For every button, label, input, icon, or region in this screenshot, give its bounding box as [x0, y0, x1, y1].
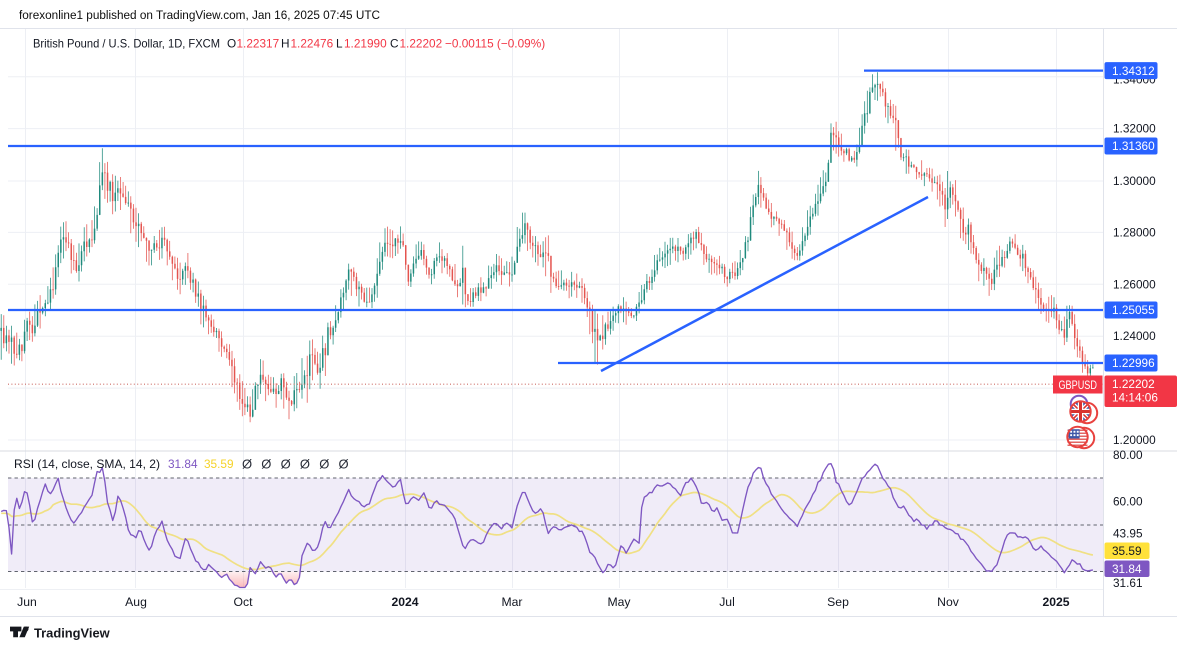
- svg-text:31.84: 31.84: [168, 457, 198, 471]
- svg-text:forexonline1 published on Trad: forexonline1 published on TradingView.co…: [19, 8, 380, 22]
- svg-text:C: C: [390, 37, 399, 51]
- svg-text:1.31360: 1.31360: [1112, 139, 1155, 153]
- svg-text:Sep: Sep: [827, 595, 849, 609]
- svg-text:2025: 2025: [1042, 595, 1069, 609]
- svg-text:British Pound / U.S. Dollar, 1: British Pound / U.S. Dollar, 1D, FXCM: [33, 37, 220, 51]
- svg-text:1.20000: 1.20000: [1113, 433, 1156, 447]
- svg-text:1.22202: 1.22202: [400, 37, 443, 51]
- svg-text:1.21990: 1.21990: [344, 37, 387, 51]
- svg-text:2024: 2024: [391, 595, 418, 609]
- svg-text:35.59: 35.59: [204, 457, 234, 471]
- svg-text:Mar: Mar: [502, 595, 523, 609]
- svg-text:GBPUSD: GBPUSD: [1058, 378, 1097, 392]
- svg-text:35.59: 35.59: [1112, 544, 1142, 558]
- svg-text:1.24000: 1.24000: [1113, 329, 1156, 343]
- svg-text:1.22996: 1.22996: [1112, 356, 1155, 370]
- svg-text:43.95: 43.95: [1113, 526, 1143, 540]
- svg-text:1.25055: 1.25055: [1112, 303, 1155, 317]
- svg-text:Jul: Jul: [719, 595, 735, 609]
- svg-text:Aug: Aug: [125, 595, 147, 609]
- svg-text:1.32000: 1.32000: [1113, 122, 1156, 136]
- svg-text:−0.00115 (−0.09%): −0.00115 (−0.09%): [445, 37, 545, 51]
- svg-text:14:14:06: 14:14:06: [1112, 391, 1158, 405]
- svg-text:1.22202: 1.22202: [1112, 377, 1155, 391]
- svg-text:1.30000: 1.30000: [1113, 174, 1156, 188]
- svg-text:31.61: 31.61: [1113, 576, 1143, 590]
- svg-text:1.34312: 1.34312: [1112, 64, 1155, 78]
- svg-text:Jun: Jun: [17, 595, 37, 609]
- svg-text:1.26000: 1.26000: [1113, 277, 1156, 291]
- svg-text:1.28000: 1.28000: [1113, 225, 1156, 239]
- svg-text:H: H: [281, 37, 290, 51]
- svg-text:May: May: [607, 595, 631, 609]
- svg-text:80.00: 80.00: [1113, 448, 1143, 462]
- svg-text:O: O: [227, 37, 236, 51]
- svg-text:31.84: 31.84: [1112, 562, 1142, 576]
- svg-text:ØØØØØØ: ØØØØØØ: [242, 457, 358, 472]
- svg-text:Oct: Oct: [234, 595, 254, 609]
- svg-text:L: L: [336, 37, 343, 51]
- svg-text:TradingView: TradingView: [34, 626, 111, 641]
- svg-text:1.22317: 1.22317: [237, 37, 280, 51]
- svg-text:RSI (14, close, SMA, 14, 2): RSI (14, close, SMA, 14, 2): [14, 457, 160, 471]
- svg-text:1.22476: 1.22476: [291, 37, 334, 51]
- svg-text:60.00: 60.00: [1113, 495, 1143, 509]
- svg-text:Nov: Nov: [937, 595, 960, 609]
